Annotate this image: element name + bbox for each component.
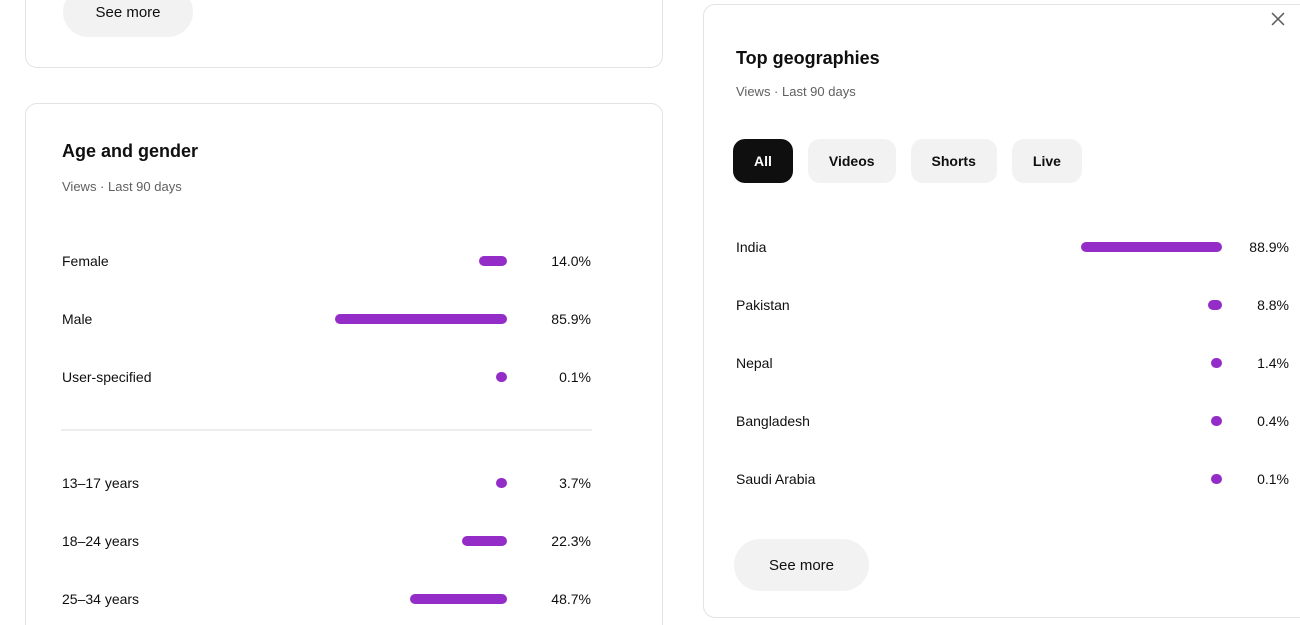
row-bar <box>335 314 507 324</box>
row-value: 22.3% <box>551 533 591 549</box>
row-bar <box>1081 242 1222 252</box>
age-gender-card: Age and gender Views · Last 90 days Fema… <box>25 103 663 625</box>
row-label: Female <box>62 253 109 269</box>
close-icon <box>1271 12 1285 26</box>
distribution-row: Female 14.0% <box>26 232 662 290</box>
card-title: Age and gender <box>62 141 199 161</box>
distribution-row: User-specified 0.1% <box>26 348 662 406</box>
gender-distribution-list: Female 14.0% Male 85.9% User-specified 0.1% <box>26 232 662 406</box>
row-value: 0.1% <box>559 369 591 385</box>
row-bar <box>1208 300 1222 310</box>
row-value: 88.9% <box>1249 239 1289 255</box>
distribution-row: Male 85.9% <box>26 290 662 348</box>
distribution-row: Saudi Arabia 0.1% <box>704 450 1300 508</box>
see-more-button[interactable]: See more <box>734 539 869 591</box>
row-value: 1.4% <box>1257 355 1289 371</box>
row-label: User-specified <box>62 369 152 385</box>
distribution-row: India 88.9% <box>704 218 1300 276</box>
row-bar <box>496 372 507 382</box>
row-label: Bangladesh <box>736 413 810 429</box>
row-value: 48.7% <box>551 591 591 607</box>
row-label: Saudi Arabia <box>736 471 816 487</box>
row-bar <box>1211 474 1222 484</box>
filter-chip-live[interactable]: Live <box>1011 139 1082 183</box>
distribution-row: 18–24 years 22.3% <box>26 512 662 570</box>
row-value: 14.0% <box>551 253 591 269</box>
row-value: 8.8% <box>1257 297 1289 313</box>
row-label: Male <box>62 311 93 327</box>
filter-chip-videos[interactable]: Videos <box>807 139 896 183</box>
row-value: 0.1% <box>1257 471 1289 487</box>
see-more-button[interactable]: See more <box>63 0 193 37</box>
row-value: 3.7% <box>559 475 591 491</box>
content-type-filter-chips: All Videos Shorts Live <box>733 139 1082 183</box>
row-label: Pakistan <box>736 297 790 313</box>
distribution-row: 13–17 years 3.7% <box>26 454 662 512</box>
row-label: 18–24 years <box>62 533 140 549</box>
previous-card-partial: See more <box>25 0 663 68</box>
distribution-row: Pakistan 8.8% <box>704 276 1300 334</box>
row-bar <box>479 256 507 266</box>
row-bar <box>462 536 507 546</box>
distribution-row: 25–34 years 48.7% <box>26 570 662 625</box>
row-label: India <box>736 239 767 255</box>
age-distribution-list: 13–17 years 3.7% 18–24 years 22.3% 25–34 yea… <box>26 454 662 625</box>
geography-distribution-list: India 88.9% Pakistan 8.8% Nepal 1.4% Banglades… <box>704 218 1300 508</box>
row-label: 13–17 years <box>62 475 140 491</box>
row-value: 85.9% <box>551 311 591 327</box>
row-bar <box>1211 416 1222 426</box>
distribution-row: Bangladesh 0.4% <box>704 392 1300 450</box>
filter-chip-all[interactable]: All <box>733 139 793 183</box>
top-geographies-card: Top geographies Views · Last 90 days All… <box>703 4 1300 618</box>
divider <box>61 429 592 431</box>
close-button[interactable] <box>1264 5 1292 33</box>
filter-chip-shorts[interactable]: Shorts <box>910 139 997 183</box>
row-bar <box>410 594 507 604</box>
card-title: Top geographies <box>736 48 880 68</box>
card-subtitle: Views · Last 90 days <box>736 84 856 99</box>
row-value: 0.4% <box>1257 413 1289 429</box>
row-label: 25–34 years <box>62 591 140 607</box>
distribution-row: Nepal 1.4% <box>704 334 1300 392</box>
row-label: Nepal <box>736 355 773 371</box>
row-bar <box>496 478 507 488</box>
card-subtitle: Views · Last 90 days <box>62 179 182 194</box>
row-bar <box>1211 358 1222 368</box>
